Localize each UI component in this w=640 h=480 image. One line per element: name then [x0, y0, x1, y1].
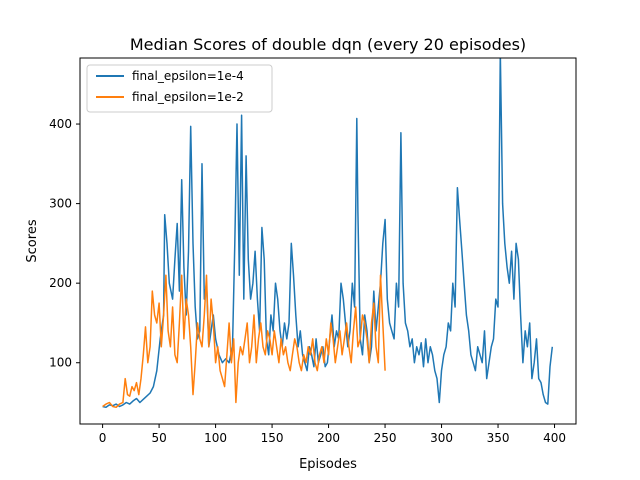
y-axis-label: Scores — [25, 219, 40, 262]
chart-title: Median Scores of double dqn (every 20 ep… — [130, 35, 526, 54]
y-tick-label: 400 — [49, 117, 72, 131]
x-tick-label: 150 — [261, 431, 284, 445]
y-tick-label: 300 — [49, 197, 72, 211]
x-tick-label: 200 — [317, 431, 340, 445]
x-tick-label: 350 — [487, 431, 510, 445]
legend-label-series-1: final_epsilon=1e-4 — [132, 69, 244, 83]
x-tick-label: 100 — [204, 431, 227, 445]
x-tick-label: 0 — [99, 431, 107, 445]
series-line-1 — [102, 58, 554, 409]
x-axis-label: Episodes — [299, 457, 357, 472]
series-line-2 — [102, 274, 386, 409]
y-tick-label: 200 — [49, 276, 72, 290]
x-tick-label: 300 — [430, 431, 453, 445]
x-tick-label: 250 — [374, 431, 397, 445]
x-tick-label: 50 — [151, 431, 166, 445]
plot-frame — [79, 57, 577, 425]
y-tick-label: 100 — [49, 356, 72, 370]
x-tick-label: 400 — [543, 431, 566, 445]
legend-box — [86, 64, 273, 113]
legend: final_epsilon=1e-4 final_epsilon=1e-2 — [86, 64, 273, 113]
plot-area: 0 50 100 150 200 250 300 350 400 100 200 300 400 — [49, 58, 566, 445]
legend-label-series-2: final_epsilon=1e-2 — [132, 90, 244, 104]
